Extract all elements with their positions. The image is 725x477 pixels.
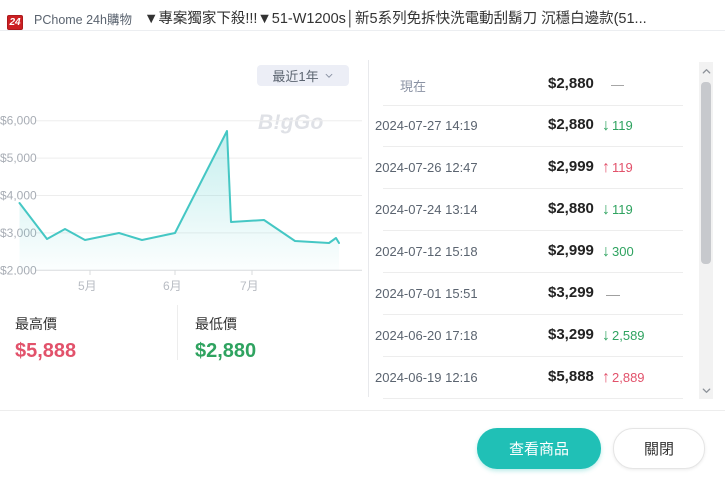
svg-text:$5,000: $5,000 [0,151,37,165]
svg-text:$4,000: $4,000 [0,189,37,203]
svg-text:$6,000: $6,000 [0,114,37,128]
